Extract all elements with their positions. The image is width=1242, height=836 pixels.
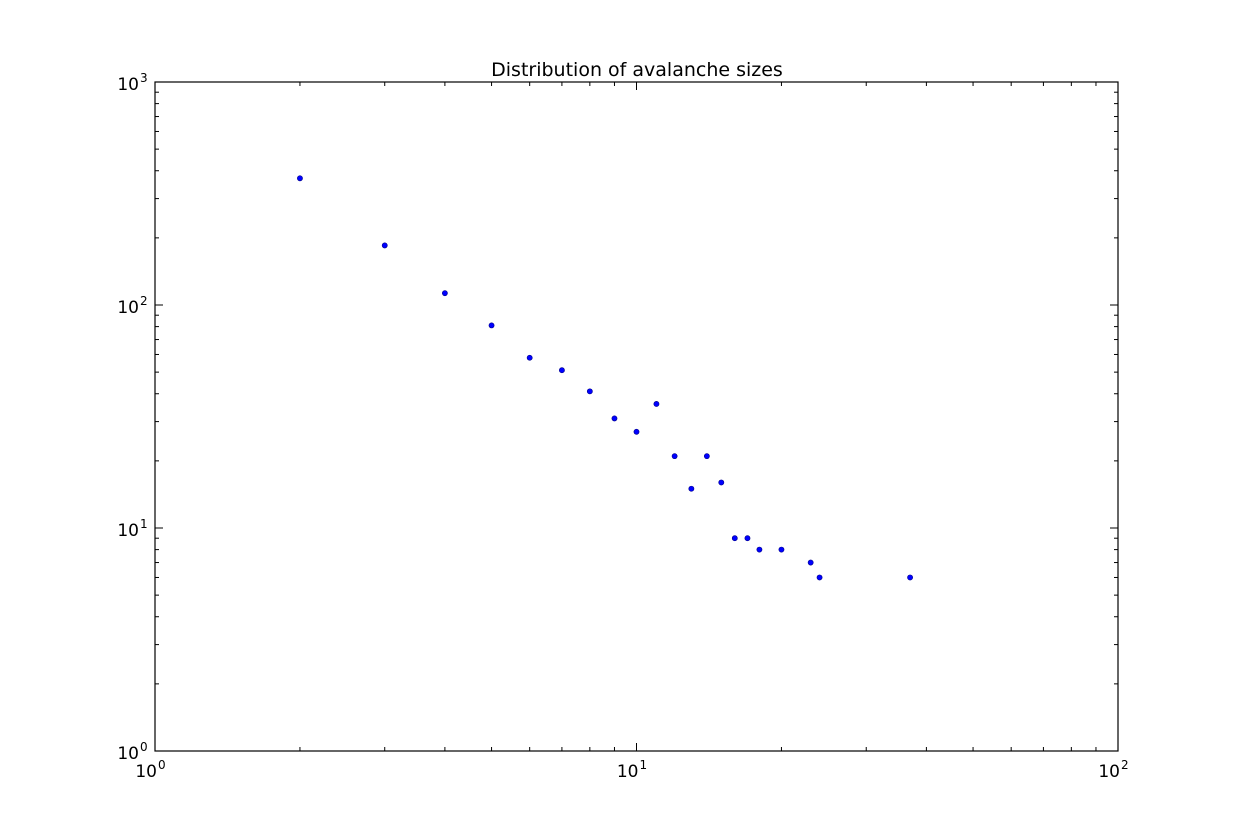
y-tick-label-base: 10 — [117, 298, 139, 318]
data-point — [907, 574, 913, 581]
y-tick-label-base: 10 — [117, 521, 139, 541]
data-point — [718, 479, 725, 486]
data-point — [559, 367, 565, 374]
y-tick-label-base: 10 — [117, 744, 139, 764]
y-tick-label: 10 3 — [117, 71, 147, 95]
plot-frame — [154, 81, 1119, 752]
data-point — [744, 535, 751, 542]
y-tick-label: 10 1 — [117, 517, 147, 541]
x-tick-label-base: 10 — [617, 762, 639, 782]
data-point — [381, 242, 388, 249]
x-tick-label: 10 0 — [135, 758, 165, 782]
data-point — [441, 290, 448, 297]
data-point — [488, 322, 495, 329]
y-tick-label-exponent: 2 — [140, 294, 148, 308]
data-point — [688, 485, 695, 492]
y-tick-label: 10 2 — [117, 294, 147, 318]
data-points — [297, 175, 913, 581]
x-tick-label-base: 10 — [1098, 762, 1120, 782]
y-tick-label-exponent: 1 — [140, 517, 148, 531]
data-point — [611, 415, 618, 422]
data-point — [778, 546, 785, 553]
x-tick-label: 10 1 — [617, 758, 647, 782]
x-tick-label-exponent: 2 — [1121, 758, 1129, 772]
chart-title: Distribution of avalanche sizes — [491, 59, 783, 81]
data-point — [703, 453, 710, 460]
major-ticks — [154, 81, 1119, 752]
y-tick-label-exponent: 3 — [140, 71, 148, 85]
data-point — [586, 388, 593, 395]
x-tick-label-exponent: 0 — [158, 758, 166, 772]
x-tick-label: 10 2 — [1098, 758, 1128, 782]
tick-labels: 10 0 10 1 10 210 010 110 210 3 — [117, 71, 1128, 782]
x-tick-label-base: 10 — [135, 762, 157, 782]
y-tick-label-exponent: 0 — [140, 740, 148, 754]
data-point — [816, 574, 823, 581]
data-point — [653, 401, 660, 407]
y-tick-label: 10 0 — [117, 740, 147, 764]
data-point — [756, 546, 763, 553]
data-point — [633, 428, 640, 435]
data-point — [297, 175, 303, 182]
data-point — [671, 453, 678, 460]
data-point — [807, 559, 814, 566]
data-point — [526, 354, 533, 361]
y-tick-label-base: 10 — [117, 75, 139, 95]
data-point — [731, 535, 738, 542]
x-tick-label-exponent: 1 — [640, 758, 648, 772]
minor-ticks — [155, 82, 1118, 751]
